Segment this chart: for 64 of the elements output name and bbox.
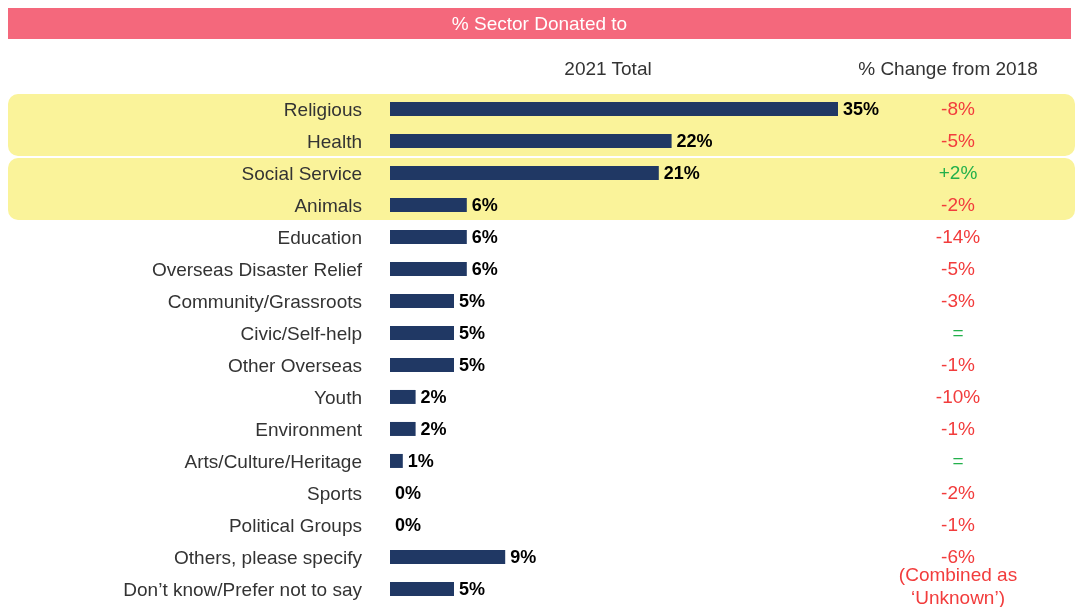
text: -5% [940, 257, 976, 281]
text: -2% [940, 481, 976, 505]
text: -8% [940, 97, 976, 121]
y-tick-label: Education [277, 226, 362, 248]
y-tick-label: Other Overseas [227, 354, 362, 376]
bar [390, 229, 467, 244]
data-label: 5% [459, 354, 486, 377]
bar [390, 293, 454, 308]
text: -1% [940, 417, 976, 441]
text: % Change from 2018 [857, 58, 1039, 80]
data-label: 22% [676, 130, 713, 153]
data-label: 1% [407, 450, 434, 473]
y-tick-label: Overseas Disaster Relief [151, 258, 363, 280]
text: 2021 Total [563, 58, 653, 80]
y-tick-label: Youth [314, 386, 362, 408]
y-tick-label: Religious [283, 98, 362, 120]
bar [390, 389, 416, 404]
y-tick-label: Political Groups [228, 514, 362, 536]
data-label: 5% [459, 578, 486, 601]
bar [390, 549, 506, 564]
text: -5% [940, 129, 976, 153]
bar [390, 197, 467, 212]
y-tick-label: Arts/Culture/Heritage [184, 450, 362, 472]
bar [390, 421, 416, 436]
text: -1% [940, 353, 976, 377]
data-label: 2% [420, 386, 447, 409]
y-tick-label: Sports [307, 482, 362, 504]
data-label: 0% [395, 482, 422, 505]
y-tick-label: Social Service [241, 162, 362, 184]
data-label: 5% [459, 290, 486, 313]
bar [390, 133, 672, 148]
text: -14% [934, 225, 982, 249]
y-tick-label: Health [307, 130, 362, 152]
data-label: 35% [843, 98, 880, 121]
text: -2% [940, 193, 976, 217]
y-tick-label: Others, please specify [174, 546, 363, 568]
data-label: 6% [471, 226, 498, 249]
text: -6% [940, 545, 976, 568]
data-label: 6% [471, 194, 498, 217]
y-tick-label: Don’t know/Prefer not to say [123, 578, 363, 600]
data-label: 0% [395, 514, 422, 537]
data-label: 9% [510, 546, 537, 569]
chart-title: % Sector Donated to [8, 8, 1071, 39]
data-label: 5% [459, 322, 486, 345]
text: = [951, 321, 965, 345]
bar [390, 453, 403, 468]
data-label: 2% [420, 418, 447, 441]
bar [390, 581, 454, 596]
text: -3% [940, 289, 976, 313]
data-label: 6% [471, 258, 498, 281]
y-tick-label: Community/Grassroots [167, 290, 362, 312]
text: = [951, 449, 965, 473]
text: -1% [940, 513, 976, 537]
bar [390, 101, 838, 116]
text: -10% [934, 385, 982, 409]
data-label: 21% [663, 162, 700, 185]
y-tick-label: Civic/Self-help [240, 322, 362, 344]
y-tick-label: Animals [294, 194, 362, 216]
bar [390, 357, 454, 372]
y-tick-label: Environment [255, 418, 363, 440]
bar [390, 261, 467, 276]
bar [390, 325, 454, 340]
text: +2% [937, 161, 979, 185]
bar [390, 165, 659, 180]
